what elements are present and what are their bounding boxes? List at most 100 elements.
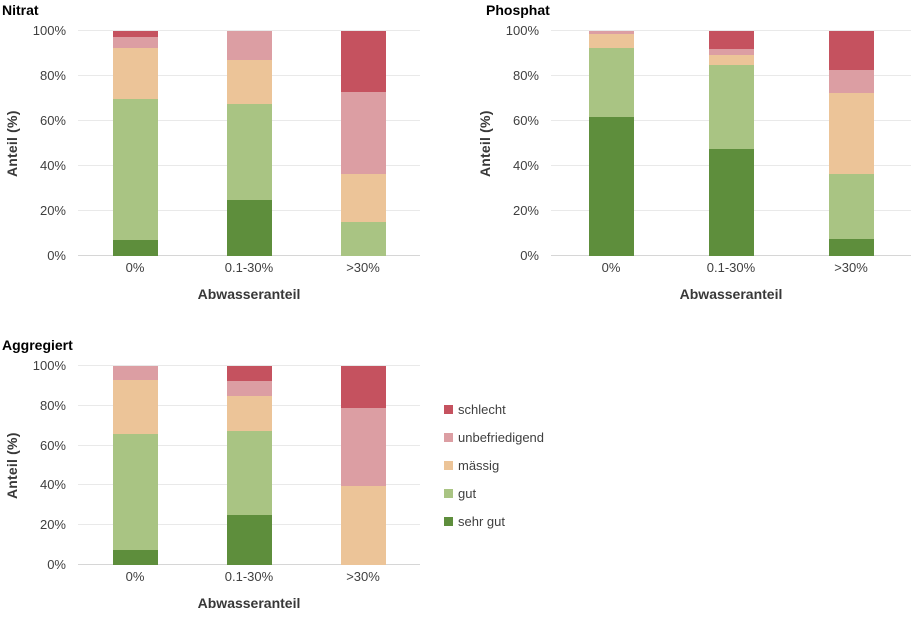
plot-area [78,365,420,565]
y-tick-label: 80% [39,68,66,83]
bar-0 [112,366,158,565]
y-tick-label: 60% [512,113,539,128]
legend-label: sehr gut [458,513,505,529]
segment-sehr-gut [226,199,272,256]
bar-2 [340,366,386,565]
y-tick-label: 60% [39,113,66,128]
segment-gut [708,64,754,150]
segment-schlecht [828,31,874,71]
chart-title: Aggregiert [2,337,73,353]
x-axis-tick-labels: 0% 0.1-30% >30% [78,565,420,587]
segment-mässig [588,34,634,48]
segment-gut [226,430,272,516]
bar-2 [828,31,874,256]
x-tick-label: >30% [834,259,868,275]
x-tick-label: 0% [601,259,621,275]
bar-1 [708,31,754,256]
chart-nitrat: Nitrat Anteil (%) 0% 20% 40% 60% 80% 100% 0% 0… [2,2,420,302]
legend-item-unbefriedigend: unbefriedigend [444,429,544,445]
x-tick-label: 0.1-30% [224,259,274,275]
y-tick-label: 100% [32,358,66,373]
segment-unbefriedigend [340,407,386,487]
segment-gut [112,433,158,551]
segment-sehr-gut [112,550,158,565]
segment-mässig [340,173,386,223]
segment-schlecht [340,366,386,408]
bar-0 [588,31,634,256]
legend-label: unbefriedigend [458,429,545,445]
x-tick-label: >30% [346,568,380,584]
segment-schlecht [708,31,754,49]
legend-item-mässig: mässig [444,457,544,473]
bars-container [78,31,420,256]
segment-sehr-gut [828,239,874,256]
y-tick-label: 80% [512,68,539,83]
legend-item-gut: gut [444,485,544,501]
x-axis-title: Abwasseranteil [197,595,301,611]
y-tick-label: 20% [39,517,66,533]
y-axis-tick-labels: 0% 20% 40% 60% 80% 100% [495,23,551,263]
y-axis-title: Anteil (%) [4,110,20,177]
segment-unbefriedigend [588,31,634,35]
y-axis-title: Anteil (%) [477,110,493,177]
y-axis-tick-labels: 0% 20% 40% 60% 80% 100% [22,358,78,572]
y-tick-label: 40% [39,477,66,493]
x-axis-title: Abwasseranteil [679,286,783,302]
legend: schlecht unbefriedigend mässig gut sehr gut [444,401,544,541]
legend-swatch-unbefriedigend [444,432,453,442]
chart-title: Phosphat [486,2,550,18]
gridline [78,365,420,366]
y-axis-tick-labels: 0% 20% 40% 60% 80% 100% [22,23,78,263]
segment-unbefriedigend [226,31,272,61]
bar-0 [112,31,158,256]
segment-schlecht [226,366,272,381]
chart-aggregiert: Aggregiert Anteil (%) 0% 20% 40% 60% 80% 100%… [2,337,420,611]
bars-container [551,31,911,256]
segment-unbefriedigend [112,366,158,380]
y-axis-title: Anteil (%) [4,432,20,499]
plot-area [551,30,911,256]
x-axis-tick-labels: 0% 0.1-30% >30% [551,256,911,278]
y-tick-label: 40% [512,158,539,173]
gridline [78,30,420,31]
y-tick-label: 0% [47,248,66,263]
segment-gut [828,173,874,240]
legend-label: gut [458,485,477,501]
segment-mässig [340,486,386,565]
bar-1 [226,31,272,256]
y-tick-label: 40% [39,158,66,173]
chart-phosphat: Phosphat Anteil (%) 0% 20% 40% 60% 80% 100% 0… [475,2,911,302]
legend-item-sehr-gut: sehr gut [444,513,544,529]
chart-title: Nitrat [2,2,39,18]
gridline [551,30,911,31]
legend-swatch-gut [444,488,453,498]
x-tick-label: 0% [125,259,145,275]
x-tick-label: 0% [125,568,145,584]
legend-label: schlecht [458,401,506,417]
y-tick-label: 20% [39,203,66,218]
segment-mässig [112,47,158,99]
bar-1 [226,366,272,565]
segment-sehr-gut [226,515,272,565]
segment-mässig [226,60,272,105]
segment-unbefriedigend [112,36,158,48]
segment-gut [340,222,386,256]
bar-2 [340,31,386,256]
segment-mässig [708,54,754,65]
segment-unbefriedigend [828,70,874,93]
segment-unbefriedigend [226,380,272,396]
y-tick-label: 60% [39,437,66,453]
legend-swatch-schlecht [444,404,453,414]
x-tick-label: 0.1-30% [224,568,274,584]
segment-schlecht [112,31,158,37]
bars-container [78,366,420,565]
legend-swatch-mässig [444,460,453,470]
segment-gut [588,47,634,117]
x-axis-tick-labels: 0% 0.1-30% >30% [78,256,420,278]
legend-item-schlecht: schlecht [444,401,544,417]
x-tick-label: 0.1-30% [706,259,756,275]
legend-label: mässig [458,457,500,473]
segment-unbefriedigend [708,49,754,55]
y-tick-label: 20% [512,203,539,218]
